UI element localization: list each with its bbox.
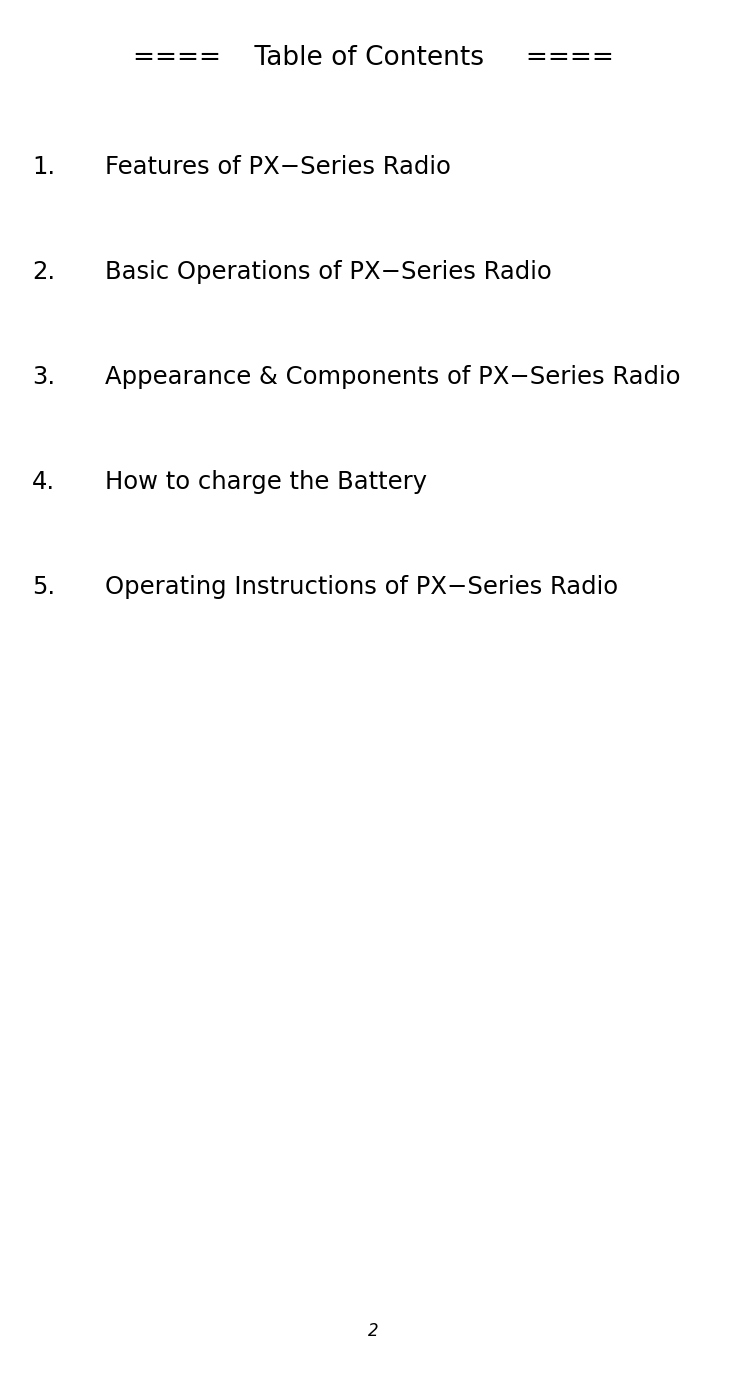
Text: 4.: 4. [32, 470, 55, 494]
Text: 3.: 3. [32, 364, 55, 389]
Text: Basic Operations of PX−Series Radio: Basic Operations of PX−Series Radio [105, 260, 552, 285]
Text: 5.: 5. [32, 575, 55, 600]
Text: 2.: 2. [32, 260, 55, 285]
Text: How to charge the Battery: How to charge the Battery [105, 470, 427, 494]
Text: Features of PX−Series Radio: Features of PX−Series Radio [105, 155, 451, 179]
Text: Appearance & Components of PX−Series Radio: Appearance & Components of PX−Series Rad… [105, 364, 681, 389]
Text: 1.: 1. [32, 155, 55, 179]
Text: Operating Instructions of PX−Series Radio: Operating Instructions of PX−Series Radi… [105, 575, 618, 600]
Text: 2: 2 [368, 1321, 379, 1341]
Text: ====    Table of Contents     ====: ==== Table of Contents ==== [133, 45, 614, 72]
